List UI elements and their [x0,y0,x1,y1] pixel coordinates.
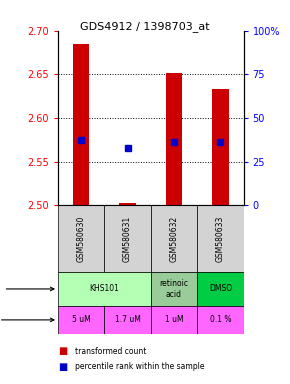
Bar [197,306,244,334]
Text: DMSO: DMSO [209,285,232,293]
Text: KHS101: KHS101 [89,285,119,293]
Text: GDS4912 / 1398703_at: GDS4912 / 1398703_at [80,21,210,32]
Bar [104,205,151,272]
Bar [119,204,136,205]
Text: ■: ■ [58,362,67,372]
Bar [197,272,244,306]
Text: GSM580633: GSM580633 [216,215,225,262]
Text: 1.7 uM: 1.7 uM [115,315,141,324]
Bar [104,306,151,334]
Bar [58,272,151,306]
Text: agent: agent [0,285,54,293]
Text: transformed count: transformed count [75,347,147,356]
Text: retinoic
acid: retinoic acid [160,279,188,299]
Text: GSM580631: GSM580631 [123,215,132,262]
Text: percentile rank within the sample: percentile rank within the sample [75,362,205,371]
Bar [212,89,229,205]
Bar [151,306,197,334]
Bar [166,73,182,205]
Text: GSM580632: GSM580632 [169,215,179,262]
Bar [151,272,197,306]
Bar [73,44,89,205]
Text: 1 uM: 1 uM [165,315,183,324]
Text: dose: dose [0,315,54,324]
Text: 5 uM: 5 uM [72,315,90,324]
Text: GSM580630: GSM580630 [77,215,86,262]
Bar [151,205,197,272]
Bar [58,205,104,272]
Text: 0.1 %: 0.1 % [210,315,231,324]
Bar [58,306,104,334]
Text: ■: ■ [58,346,67,356]
Bar [197,205,244,272]
